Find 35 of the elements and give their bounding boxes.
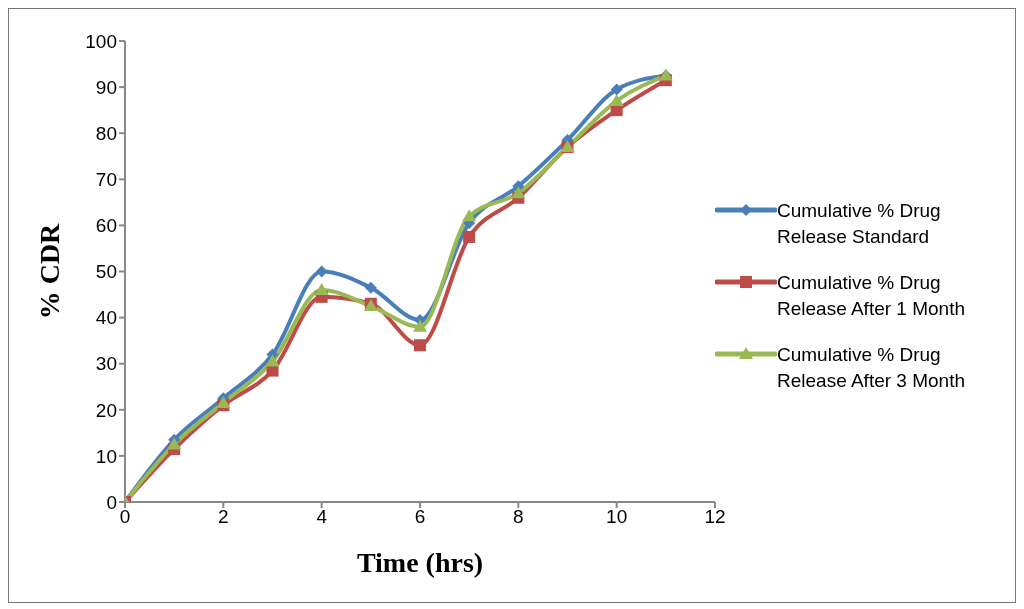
point (314, 282, 329, 295)
point (511, 186, 526, 199)
x-tick-label: 8 (513, 506, 524, 528)
y-tick-label: 30 (95, 353, 117, 375)
x-axis-title: Time (hrs) (356, 547, 484, 578)
point (266, 364, 279, 377)
y-tick-label: 50 (95, 261, 117, 283)
point (609, 93, 624, 106)
y-tick-label: 20 (95, 399, 117, 421)
y-tick-label: 70 (95, 169, 117, 191)
x-tick-label: 4 (316, 506, 328, 528)
y-tick-label: 80 (95, 122, 117, 144)
point (463, 230, 476, 243)
y-tick-label: 40 (95, 307, 117, 329)
y-tick-label: 10 (95, 445, 117, 467)
point (167, 437, 182, 450)
point (610, 83, 623, 96)
y-axis-title: % CDR (33, 222, 65, 320)
point (265, 354, 280, 367)
x-tick-label: 12 (704, 506, 726, 528)
y-tick-label: 100 (85, 30, 117, 52)
x-tick-label: 6 (414, 506, 426, 528)
x-tick-label: 0 (119, 506, 131, 528)
legend-label: Cumulative % Drug Release After 3 Month (777, 342, 966, 393)
x-tick-label: 2 (218, 506, 229, 528)
y-tick-label: 0 (106, 491, 117, 513)
point (413, 319, 427, 332)
y-tick-label: 90 (95, 76, 117, 98)
point (364, 281, 377, 294)
legend-label: Cumulative % Drug Release Standard (777, 198, 942, 249)
point (414, 339, 426, 352)
y-tick-label: 60 (95, 215, 117, 237)
point (462, 209, 477, 222)
x-tick-label: 10 (606, 506, 628, 528)
legend-label: Cumulative % Drug Release After 1 Month (777, 270, 966, 321)
